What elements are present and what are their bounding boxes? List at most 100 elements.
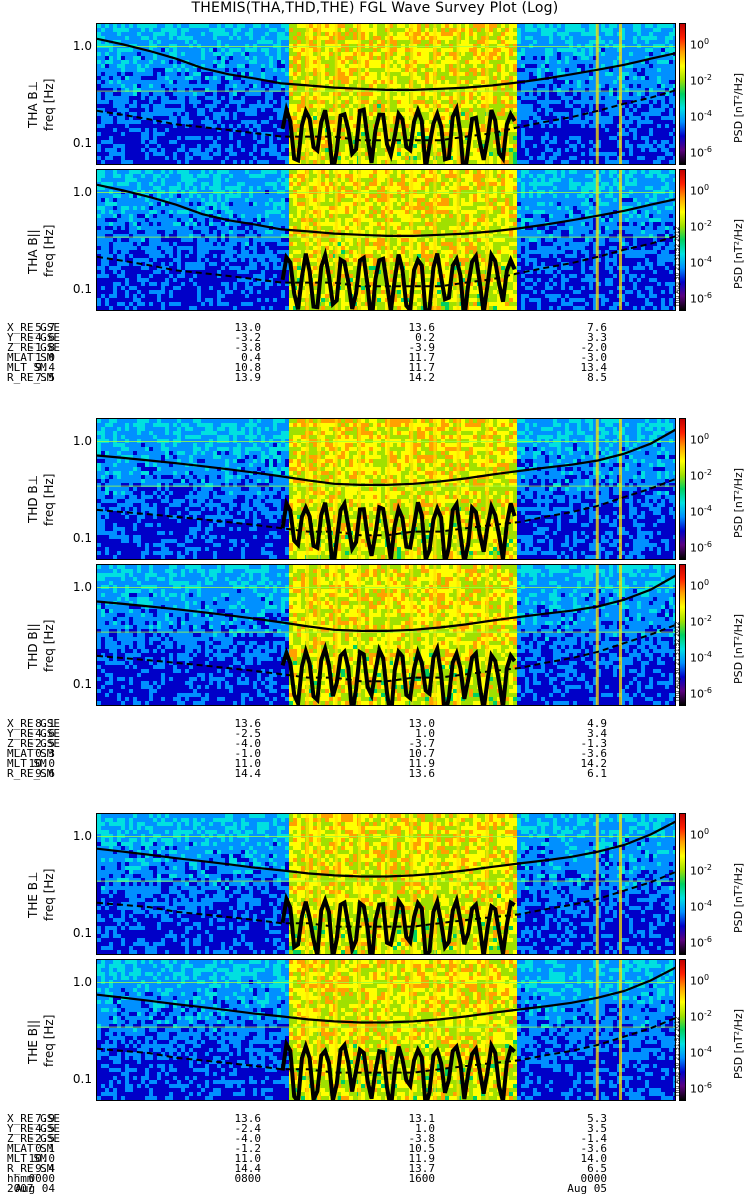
heatmap-cell [625,64,629,68]
heatmap-cell [277,56,281,60]
heatmap-cell [637,148,641,152]
heatmap-cell [513,52,517,56]
heatmap-cell [601,32,605,36]
heatmap-cell [213,92,217,96]
heatmap-cell [265,44,269,48]
heatmap-cell [513,88,517,92]
heatmap-cell [389,128,393,132]
heatmap-cell [573,52,577,56]
heatmap-cell [397,108,401,112]
heatmap-cell [321,88,325,92]
heatmap-cell [217,56,221,60]
heatmap-cell [197,116,201,120]
heatmap-cell [173,104,177,108]
heatmap-cell [113,72,117,76]
heatmap-cell [377,72,381,76]
heatmap-cell [597,136,601,140]
heatmap-cell [405,116,409,120]
heatmap-cell [173,24,177,28]
heatmap-cell [449,112,453,116]
heatmap-cell [377,136,381,140]
heatmap-cell [213,152,217,156]
heatmap-cell [465,48,469,52]
heatmap-cell [205,156,209,160]
heatmap-cell [125,28,129,32]
heatmap-cell [109,36,113,40]
heatmap-cell [445,32,449,36]
heatmap-cell [281,24,285,28]
heatmap-cell [217,124,221,128]
heatmap-cell [633,160,637,164]
heatmap-cell [117,40,121,44]
heatmap-cell [289,56,293,60]
heatmap-cell [517,28,521,32]
heatmap-cell [273,56,277,60]
heatmap-cell [177,60,181,64]
heatmap-cell [429,24,433,28]
heatmap-cell [197,40,201,44]
heatmap-cell [589,56,593,60]
heatmap-cell [533,132,537,136]
heatmap-cell [161,64,165,68]
heatmap-cell [257,60,261,64]
heatmap-cell [197,48,201,52]
heatmap-cell [165,36,169,40]
heatmap-cell [337,40,341,44]
heatmap-cell [405,68,409,72]
heatmap-cell [641,156,645,160]
heatmap-cell [301,152,305,156]
heatmap-cell [197,96,201,100]
heatmap-cell [541,116,545,120]
heatmap-cell [597,28,601,32]
heatmap-cell [233,164,237,165]
heatmap-cell [297,96,301,100]
heatmap-cell [197,88,201,92]
heatmap-cell [133,28,137,32]
heatmap-cell [461,120,465,124]
heatmap-cell [209,96,213,100]
heatmap-cell [177,52,181,56]
heatmap-cell [301,100,305,104]
heatmap-cell [345,60,349,64]
heatmap-cell [185,40,189,44]
heatmap-cell [221,124,225,128]
heatmap-cell [169,140,173,144]
heatmap-cell [517,40,521,44]
heatmap-cell [297,84,301,88]
heatmap-cell [541,164,545,165]
heatmap-cell [577,84,581,88]
heatmap-cell [413,64,417,68]
heatmap-cell [361,96,365,100]
heatmap-cell [301,108,305,112]
heatmap-cell [597,44,601,48]
heatmap-cell [149,152,153,156]
heatmap-cell [481,48,485,52]
heatmap-cell [185,44,189,48]
heatmap-cell [213,164,217,165]
heatmap-cell [629,40,633,44]
heatmap-cell [577,32,581,36]
heatmap-cell [517,124,521,128]
heatmap-cell [561,132,565,136]
heatmap-cell [161,148,165,152]
heatmap-cell [165,112,169,116]
heatmap-cell [165,156,169,160]
heatmap-cell [449,36,453,40]
heatmap-cell [109,104,113,108]
heatmap-cell [413,52,417,56]
heatmap-cell [101,116,105,120]
heatmap-cell [149,92,153,96]
heatmap-cell [185,140,189,144]
heatmap-cell [549,32,553,36]
heatmap-cell [429,112,433,116]
heatmap-cell [405,52,409,56]
heatmap-cell [589,72,593,76]
heatmap-cell [549,112,553,116]
heatmap-cell [133,44,137,48]
heatmap-cell [549,28,553,32]
heatmap-cell [389,40,393,44]
heatmap-cell [157,164,161,165]
heatmap-cell [237,156,241,160]
heatmap-cell [353,152,357,156]
heatmap-cell [493,44,497,48]
